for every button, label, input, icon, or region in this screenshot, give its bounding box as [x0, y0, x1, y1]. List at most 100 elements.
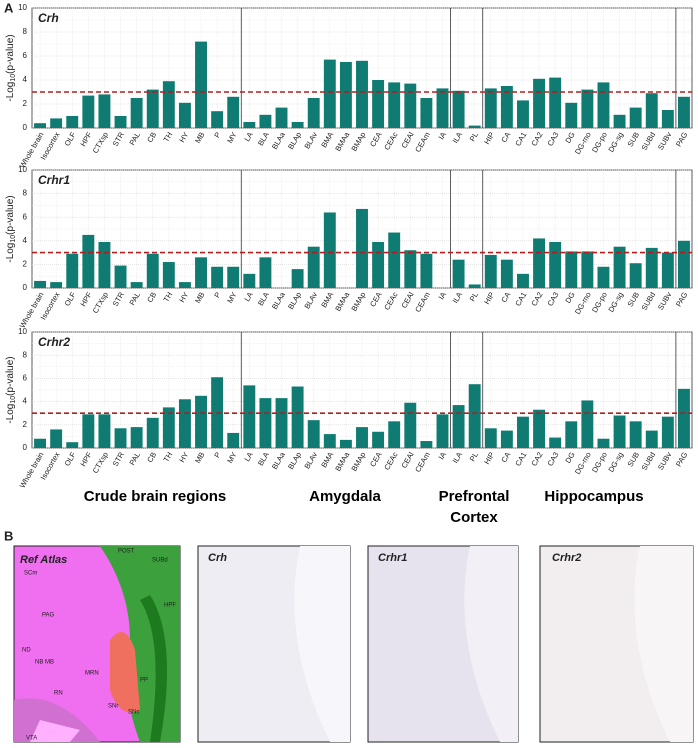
- atlas-label: PAG: [42, 613, 55, 619]
- bar: [597, 82, 610, 128]
- bar: [243, 122, 256, 128]
- bar: [114, 116, 127, 128]
- y-tick-label: 8: [23, 189, 28, 198]
- bar: [227, 266, 240, 288]
- bar: [388, 82, 401, 128]
- x-tick-label: IA: [437, 450, 448, 461]
- bar: [517, 273, 529, 288]
- x-tick-label: CEAc: [382, 450, 400, 471]
- x-tick-label: CEAm: [413, 130, 432, 153]
- x-tick-label: DG-po: [590, 450, 609, 474]
- x-tick-label: HIP: [482, 450, 496, 465]
- x-tick-label: CEA: [368, 130, 384, 148]
- bar: [82, 234, 95, 288]
- bar: [195, 257, 207, 288]
- x-tick-label: CA1: [513, 290, 528, 307]
- bar: [468, 284, 481, 288]
- x-tick-label: BLAa: [270, 450, 287, 471]
- x-tick-label: SUBv: [656, 130, 674, 151]
- bar: [34, 123, 47, 128]
- x-tick-label: PL: [468, 450, 480, 462]
- bar: [275, 398, 288, 448]
- x-tick-label: HIP: [482, 290, 496, 305]
- bar: [452, 90, 465, 128]
- x-tick-label: SUBv: [656, 290, 674, 311]
- x-tick-label: BLAv: [302, 290, 319, 310]
- bar: [484, 88, 497, 128]
- x-tick-label: Whole brain: [18, 290, 46, 329]
- y-tick-label: 2: [23, 99, 28, 108]
- x-tick-label: IA: [437, 130, 448, 141]
- x-tick-label: SUBv: [656, 450, 674, 471]
- bar: [259, 398, 272, 448]
- x-tick-label: CTXsp: [91, 450, 110, 474]
- x-tick-label: MB: [193, 450, 206, 464]
- bar: [82, 414, 95, 448]
- atlas-label: VTA: [26, 736, 37, 742]
- bar: [339, 439, 352, 448]
- bar: [388, 421, 401, 448]
- bar: [533, 238, 546, 288]
- bar: [227, 96, 240, 128]
- x-tick-label: SUBd: [640, 450, 658, 471]
- atlas-label: NB: [35, 660, 43, 666]
- x-tick-label: CA1: [513, 450, 528, 467]
- bar: [549, 437, 562, 448]
- bar: [549, 77, 562, 128]
- bar: [227, 432, 240, 448]
- bar: [404, 402, 417, 448]
- bar: [114, 428, 127, 448]
- x-tick-label: OLF: [63, 290, 78, 307]
- x-tick-label: CEAc: [382, 290, 400, 311]
- bar: [50, 429, 63, 448]
- bar: [162, 407, 175, 448]
- x-tick-label: CB: [145, 450, 158, 464]
- bar: [66, 253, 79, 288]
- bar: [291, 122, 304, 128]
- x-tick-label: MB: [193, 290, 206, 304]
- y-tick-label: 4: [23, 236, 28, 245]
- bar: [565, 421, 578, 448]
- bar: [195, 41, 207, 128]
- atlas-label: SNr: [108, 704, 118, 710]
- group-label: Prefrontal: [439, 488, 510, 505]
- x-tick-label: SUB: [626, 450, 642, 468]
- bar: [162, 262, 175, 288]
- bar: [452, 405, 465, 448]
- atlas-label: RN: [54, 691, 63, 697]
- bar: [597, 266, 610, 288]
- y-axis-label-part: (p-value): [5, 356, 16, 395]
- bar: [517, 100, 529, 128]
- bar: [291, 386, 304, 448]
- bar: [243, 385, 256, 448]
- x-tick-label: CA3: [546, 450, 561, 467]
- y-tick-label: 8: [23, 350, 28, 359]
- bar: [404, 250, 417, 288]
- x-tick-label: ILA: [451, 290, 464, 304]
- x-tick-label: DG-sg: [606, 130, 625, 153]
- x-tick-label: CEAl: [399, 450, 416, 470]
- atlas-label: POST: [118, 549, 135, 555]
- bar: [130, 98, 143, 128]
- x-tick-label: HIP: [482, 130, 496, 145]
- x-tick-label: PAL: [127, 290, 142, 306]
- bar: [661, 110, 674, 128]
- y-axis-label-part: (p-value): [5, 34, 16, 73]
- x-tick-label: TH: [161, 290, 174, 303]
- bar: [581, 89, 594, 128]
- bar: [500, 430, 513, 448]
- group-label: Amygdala: [309, 488, 381, 505]
- x-tick-label: ILA: [451, 130, 464, 144]
- x-tick-label: PAG: [674, 290, 690, 308]
- y-tick-label: 6: [23, 51, 28, 60]
- y-tick-label: 6: [23, 212, 28, 221]
- bar: [436, 88, 449, 128]
- y-tick-label: 0: [23, 443, 28, 452]
- x-tick-label: HPF: [78, 130, 94, 148]
- x-tick-label: PL: [468, 130, 480, 142]
- x-tick-label: DG-po: [590, 290, 609, 314]
- x-tick-label: DG: [563, 290, 577, 304]
- x-tick-label: Whole brain: [18, 130, 46, 169]
